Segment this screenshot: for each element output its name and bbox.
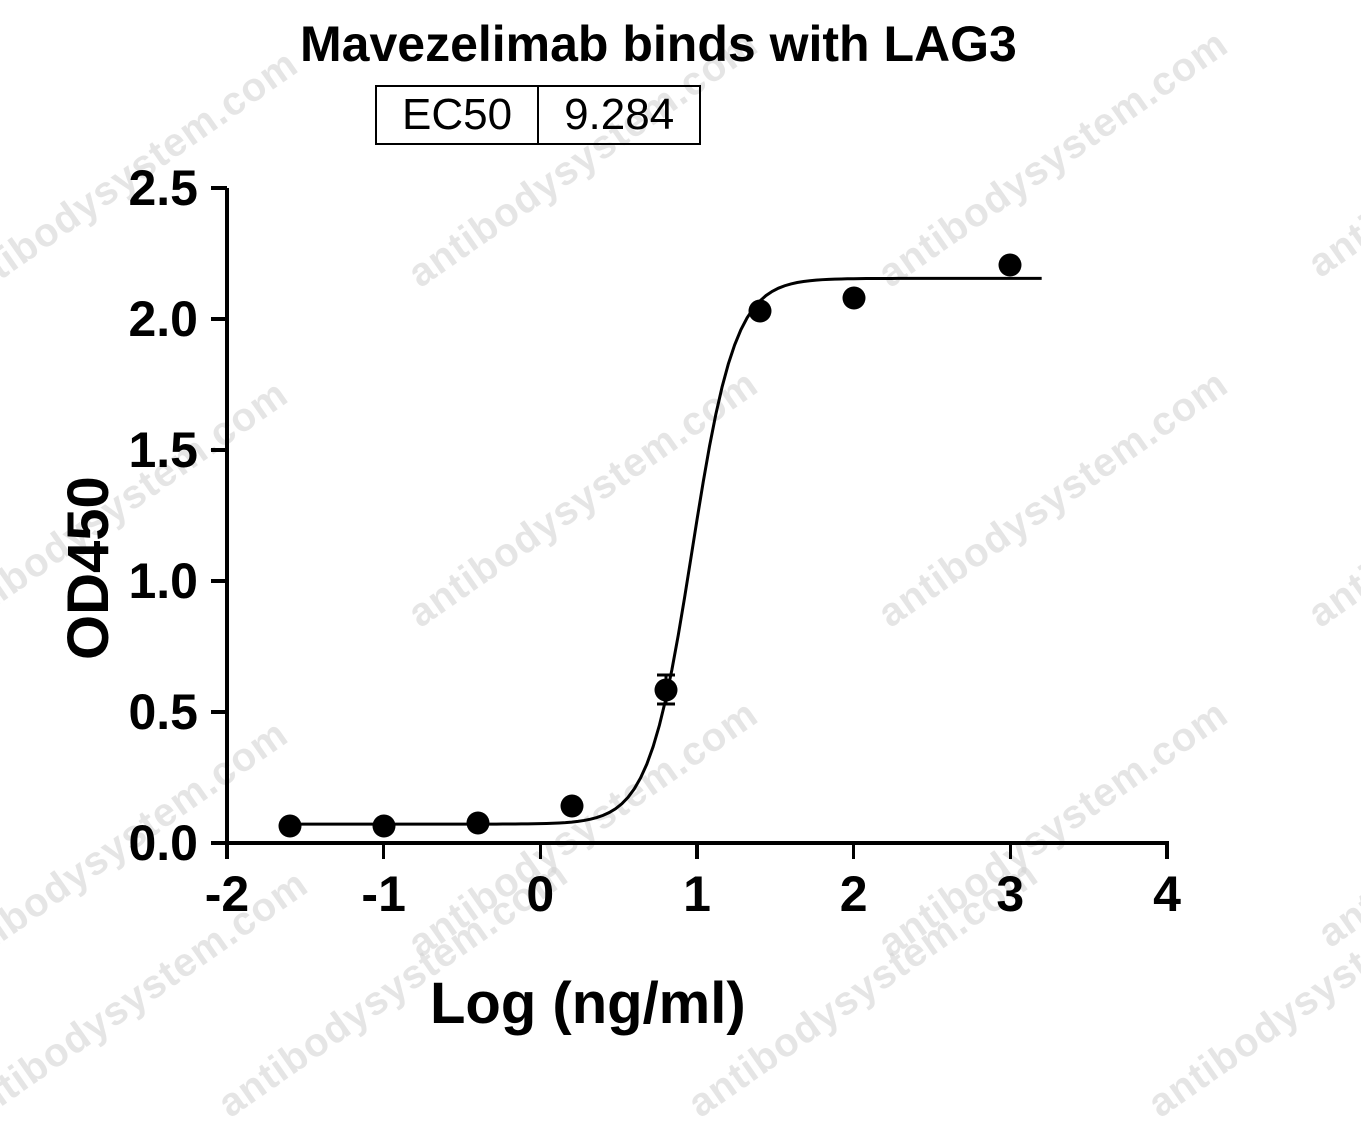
- fit-curve: [0, 0, 1361, 1096]
- fit-curve-path: [290, 278, 1042, 824]
- canvas: antibodysystem.comantibodysystem.comanti…: [0, 0, 1361, 1096]
- x-axis-label: Log (ng/ml): [430, 970, 746, 1037]
- y-axis-label: OD450: [55, 476, 122, 660]
